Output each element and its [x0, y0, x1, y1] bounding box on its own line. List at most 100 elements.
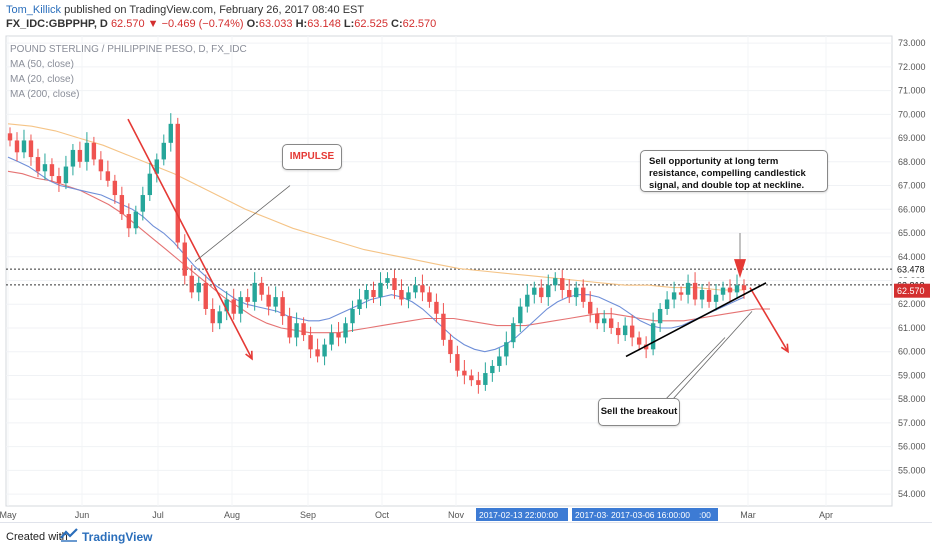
candle-body: [350, 308, 355, 324]
time-label-c: 2017-03-06 16:00:00: [611, 510, 690, 520]
sell-breakout-callout[interactable]: Sell the breakout: [598, 398, 680, 426]
candle-body: [601, 318, 607, 324]
price-tick-label: 67.000: [898, 181, 926, 191]
candle-body: [706, 289, 712, 302]
candle-body: [525, 294, 530, 307]
candle-body: [371, 289, 376, 298]
open-value: 63.033: [258, 18, 293, 30]
candle-body: [378, 282, 383, 298]
time-tick-label: May: [0, 510, 17, 520]
candle-body: [49, 164, 55, 177]
candle-body: [210, 308, 215, 324]
candle-body: [392, 278, 397, 290]
time-label-b-bg: [572, 508, 610, 521]
candle-body: [98, 159, 104, 172]
legend-ma50[interactable]: MA (50, close): [10, 59, 74, 70]
candle-body: [245, 297, 250, 302]
candle-body: [161, 142, 166, 160]
impulse-callout[interactable]: IMPULSE: [282, 144, 342, 170]
candle-body: [385, 278, 390, 283]
close-value: 62.570: [402, 18, 437, 30]
price-tick-label: 56.000: [898, 442, 926, 452]
time-tick-label: Oct: [375, 510, 390, 520]
candle-body: [685, 282, 691, 295]
candle-body: [518, 306, 523, 324]
high-label: H:: [295, 18, 308, 30]
candle-body: [182, 242, 187, 276]
candle-body: [168, 123, 173, 143]
author-link[interactable]: Tom_Killick: [6, 4, 62, 16]
candle-body: [643, 344, 649, 350]
candle-body: [560, 278, 565, 290]
time-tick-label: Jun: [75, 510, 90, 520]
candle-body: [315, 349, 320, 357]
time-tick-label: Apr: [819, 510, 833, 520]
candle-body: [532, 287, 537, 295]
candle-body: [357, 299, 362, 309]
candle-body: [217, 311, 222, 324]
projection-arrow: [749, 287, 789, 353]
time-label-a: 2017-02-13 22:00:00: [479, 510, 558, 520]
candle-body: [434, 301, 439, 314]
close-label: C:: [391, 18, 403, 30]
candle-body: [462, 370, 467, 376]
candle-body: [343, 323, 348, 338]
high-value: 63.148: [307, 18, 341, 30]
candle-body: [105, 171, 111, 181]
tradingview-logo-icon: [60, 528, 78, 542]
low-label: L:: [343, 18, 355, 30]
price-tick-label: 72.000: [898, 62, 926, 72]
price-tick-label: 65.000: [898, 228, 926, 238]
legend-ma200[interactable]: MA (200, close): [10, 89, 80, 100]
time-label-d-bg: [696, 508, 718, 521]
price-tick-label: 54.000: [898, 489, 926, 499]
candle-body: [259, 282, 264, 295]
candle-body: [280, 297, 285, 317]
price-chart[interactable]: 54.000 55.000 56.000 57.000 58.000 59.000 60.0…: [0, 0, 932, 522]
price-tick-label: 71.000: [898, 86, 926, 96]
trendline-support: [625, 282, 767, 358]
tradingview-brand[interactable]: TradingView: [82, 530, 153, 544]
candle-body: [231, 299, 236, 314]
candle-body: [203, 282, 208, 309]
candle-body: [727, 287, 733, 293]
symbol-label[interactable]: FX_IDC:GBPPHP, D: [6, 18, 108, 30]
breakout-pointer-2: [659, 311, 753, 414]
candle-body: [420, 285, 425, 293]
sell-opportunity-callout[interactable]: Sell opportunity at long term resistance…: [640, 150, 828, 192]
candle-body: [147, 173, 153, 196]
time-axis[interactable]: May Jun Jul Aug Sep Oct Nov Mar Apr: [0, 510, 833, 520]
price-tick-label: 60.000: [898, 347, 926, 357]
candle-body: [189, 275, 194, 293]
created-with-text: Created with: [6, 531, 68, 543]
candle-body: [84, 142, 90, 162]
candle-body: [140, 195, 146, 212]
impulse-pointer: [194, 185, 291, 262]
candle-body: [664, 299, 670, 309]
price-tick-label: 70.000: [898, 109, 926, 119]
candle-body: [713, 294, 719, 302]
candle-body: [588, 301, 593, 314]
candle-body: [608, 318, 614, 328]
candle-body: [539, 287, 544, 298]
price-axis[interactable]: 54.000 55.000 56.000 57.000 58.000 59.000 60.0…: [898, 38, 926, 499]
candle-body: [126, 214, 132, 229]
candle-body: [699, 289, 705, 300]
plot-area: [5, 35, 893, 507]
candle-body: [287, 316, 292, 338]
legend-ma20[interactable]: MA (20, close): [10, 74, 74, 85]
candle-body: [70, 149, 76, 167]
candle-body: [455, 354, 460, 371]
candle-body: [175, 123, 180, 243]
price-tick-label: 58.000: [898, 394, 926, 404]
time-tick-label: Nov: [448, 510, 465, 520]
price-tick-label: 62.000: [898, 299, 926, 309]
price-tick-label: 66.000: [898, 204, 926, 214]
price-tick-label: 57.000: [898, 418, 926, 428]
time-label-c-bg: [608, 508, 698, 521]
candle-body: [636, 337, 642, 345]
candle-body: [650, 323, 656, 350]
candle-body: [224, 299, 229, 312]
candle-body: [28, 140, 34, 158]
